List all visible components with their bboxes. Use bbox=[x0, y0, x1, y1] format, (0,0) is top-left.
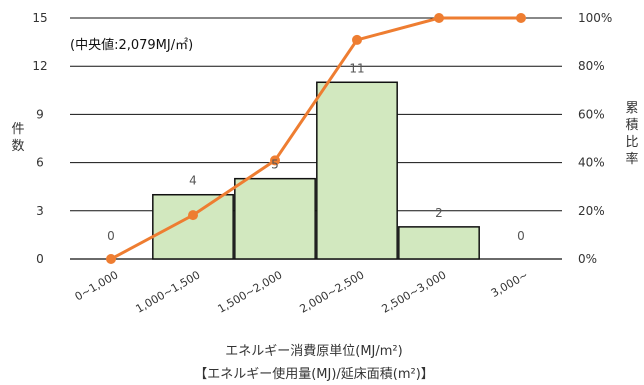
y-tick-label: 15 bbox=[32, 11, 47, 25]
y-tick-label: 6 bbox=[36, 156, 44, 170]
x-tick-label: 1,000~1,500 bbox=[133, 268, 202, 315]
bar-value-label: 4 bbox=[189, 174, 197, 188]
bar-value-label: 11 bbox=[349, 61, 364, 75]
bar bbox=[316, 81, 398, 260]
x-axis-title: エネルギー消費原単位(MJ/m²) bbox=[225, 343, 402, 359]
bar bbox=[152, 193, 234, 260]
cumulative-point bbox=[516, 13, 526, 23]
cumulative-point bbox=[434, 13, 444, 23]
bar-layer bbox=[152, 81, 480, 260]
y2-tick-label: 100% bbox=[578, 11, 612, 25]
bar-value-label: 0 bbox=[107, 229, 115, 243]
x-tick-label: 2,000~2,500 bbox=[297, 268, 366, 315]
y2-tick-label: 20% bbox=[578, 204, 605, 218]
bar-value-label: 0 bbox=[517, 229, 525, 243]
y2-tick-label: 60% bbox=[578, 107, 605, 121]
cumulative-line bbox=[110, 16, 521, 261]
y-tick-label: 3 bbox=[36, 204, 44, 218]
x-axis-subtitle: 【エネルギー使用量(MJ)/延床面積(m²)】 bbox=[194, 366, 434, 382]
cumulative-line-layer bbox=[106, 13, 526, 264]
x-tick-label: 0~1,000 bbox=[73, 268, 121, 303]
axis-title-char: 比 bbox=[625, 135, 638, 150]
axis-title-char: 積 bbox=[625, 118, 638, 133]
y2-tick-label: 40% bbox=[578, 156, 605, 170]
y-tick-label: 9 bbox=[36, 107, 44, 121]
x-tick-label: 3,000~ bbox=[489, 268, 531, 300]
median-annotation: (中央値:2,079MJ/㎡) bbox=[70, 37, 193, 53]
y-tick-label: 0 bbox=[36, 252, 44, 266]
bar-value-label: 2 bbox=[435, 206, 443, 220]
axis-title-char: 率 bbox=[625, 151, 638, 167]
cumulative-point bbox=[188, 210, 198, 221]
cumulative-point bbox=[106, 254, 116, 264]
axis-title-char: 件 bbox=[11, 122, 24, 137]
axis-title-char: 累 bbox=[625, 101, 638, 116]
axis-title-char: 数 bbox=[11, 139, 24, 154]
y2-tick-label: 80% bbox=[578, 59, 605, 73]
cumulative-point bbox=[352, 34, 362, 45]
grid-layer bbox=[70, 17, 562, 260]
y-tick-label: 12 bbox=[32, 59, 47, 73]
x-tick-label: 1,500~2,000 bbox=[215, 268, 284, 315]
y2-tick-label: 0% bbox=[578, 252, 597, 266]
median-annotation-box bbox=[65, 31, 269, 57]
bar bbox=[398, 226, 480, 260]
y2-axis-title: 累積比率 bbox=[625, 101, 638, 167]
bar bbox=[234, 177, 316, 260]
y-axis-title: 件数 bbox=[11, 122, 24, 154]
x-tick-label: 2,500~3,000 bbox=[379, 268, 448, 315]
cumulative-point bbox=[270, 155, 280, 166]
bar-value-label: 5 bbox=[271, 158, 279, 172]
